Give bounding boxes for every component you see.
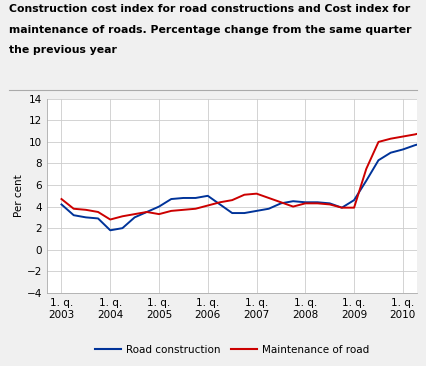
Road construction <box>71 213 76 217</box>
Maintenance of road <box>266 196 271 200</box>
Road construction <box>205 194 210 198</box>
Road construction <box>242 211 247 215</box>
Maintenance of road <box>95 210 101 214</box>
Road construction <box>108 228 113 232</box>
Maintenance of road <box>327 202 332 207</box>
Road construction <box>254 209 259 213</box>
Road construction <box>315 200 320 205</box>
Maintenance of road <box>303 201 308 206</box>
Road construction <box>351 198 357 202</box>
Text: the previous year: the previous year <box>9 45 116 55</box>
Road construction <box>132 215 137 220</box>
Road construction <box>278 201 283 206</box>
Road construction <box>291 199 296 203</box>
Line: Road construction: Road construction <box>61 141 426 262</box>
Maintenance of road <box>351 205 357 210</box>
Road construction <box>230 211 235 215</box>
Road construction <box>376 158 381 163</box>
Maintenance of road <box>71 206 76 211</box>
Maintenance of road <box>340 205 345 210</box>
Road construction <box>327 201 332 206</box>
Road construction <box>83 215 89 220</box>
Maintenance of road <box>181 208 186 212</box>
Road construction <box>266 206 271 211</box>
Road construction <box>388 150 393 155</box>
Road construction <box>95 216 101 221</box>
Maintenance of road <box>132 212 137 216</box>
Maintenance of road <box>83 208 89 212</box>
Maintenance of road <box>254 191 259 196</box>
Maintenance of road <box>400 134 406 139</box>
Maintenance of road <box>291 204 296 209</box>
Maintenance of road <box>242 193 247 197</box>
Road construction <box>217 202 222 207</box>
Maintenance of road <box>120 214 125 219</box>
Maintenance of road <box>376 140 381 144</box>
Road construction <box>144 210 150 214</box>
Maintenance of road <box>278 200 283 205</box>
Maintenance of road <box>388 137 393 141</box>
Road construction <box>193 196 198 200</box>
Maintenance of road <box>144 210 150 214</box>
Road construction <box>59 202 64 207</box>
Maintenance of road <box>205 203 210 208</box>
Road construction <box>181 196 186 200</box>
Line: Maintenance of road: Maintenance of road <box>61 124 426 273</box>
Maintenance of road <box>315 201 320 206</box>
Maintenance of road <box>364 167 369 171</box>
Maintenance of road <box>217 200 222 205</box>
Road construction <box>425 140 426 144</box>
Maintenance of road <box>230 198 235 202</box>
Road construction <box>120 226 125 230</box>
Maintenance of road <box>108 217 113 222</box>
Road construction <box>303 200 308 205</box>
Maintenance of road <box>156 212 161 216</box>
Maintenance of road <box>169 209 174 213</box>
Road construction <box>400 147 406 152</box>
Road construction <box>156 204 161 209</box>
Text: maintenance of roads. Percentage change from the same quarter: maintenance of roads. Percentage change … <box>9 25 411 34</box>
Text: Construction cost index for road constructions and Cost index for: Construction cost index for road constru… <box>9 4 410 14</box>
Maintenance of road <box>59 197 64 201</box>
Legend: Road construction, Maintenance of road: Road construction, Maintenance of road <box>91 341 374 359</box>
Road construction <box>364 179 369 183</box>
Maintenance of road <box>412 132 417 137</box>
Road construction <box>340 205 345 210</box>
Maintenance of road <box>193 206 198 211</box>
Maintenance of road <box>425 129 426 133</box>
Y-axis label: Per cent: Per cent <box>14 175 24 217</box>
Road construction <box>412 143 417 147</box>
Road construction <box>169 197 174 201</box>
